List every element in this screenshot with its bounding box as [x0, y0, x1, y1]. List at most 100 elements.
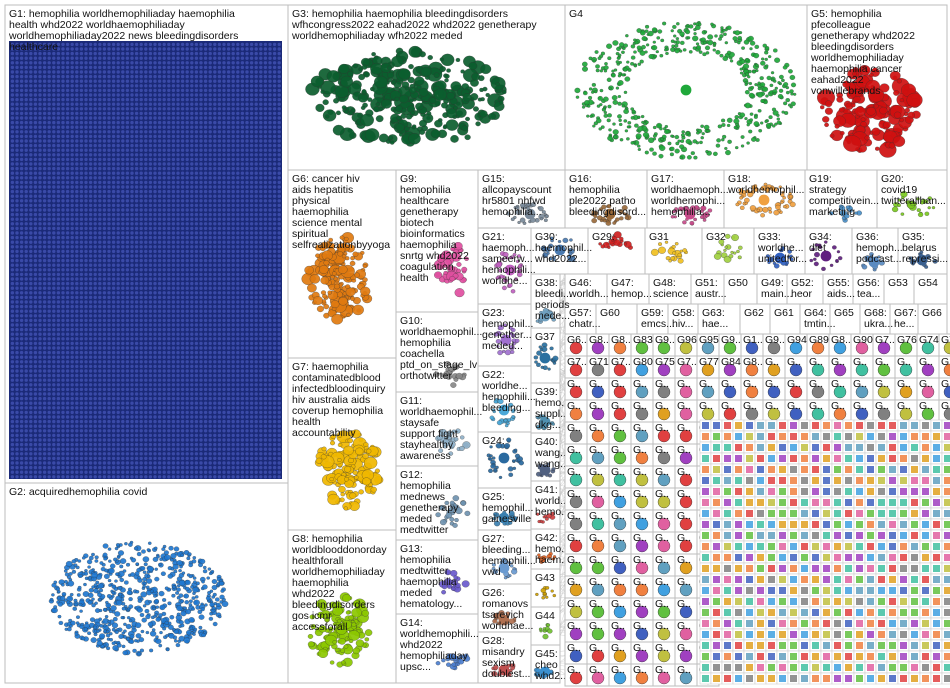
- node: [199, 350, 203, 355]
- node: [268, 61, 272, 65]
- node: [107, 217, 111, 221]
- node: [88, 304, 93, 309]
- node: [226, 42, 231, 47]
- node: [84, 208, 88, 212]
- node: [38, 272, 42, 277]
- node: [190, 74, 194, 79]
- node: [268, 272, 272, 277]
- node: [75, 74, 79, 79]
- node: [194, 42, 199, 47]
- node: [236, 130, 240, 134]
- node: [84, 143, 88, 148]
- node: [245, 286, 249, 290]
- node: [226, 208, 231, 212]
- node: [222, 93, 226, 97]
- node: [134, 323, 139, 327]
- node: [42, 70, 47, 74]
- node: [259, 180, 263, 185]
- cell-g46: [564, 273, 608, 305]
- node: [259, 61, 263, 65]
- node: [167, 171, 171, 175]
- node: [111, 332, 116, 336]
- node: [272, 314, 277, 318]
- node: [130, 263, 134, 267]
- node: [157, 139, 162, 143]
- node: [130, 56, 134, 60]
- node: [125, 97, 130, 102]
- node: [277, 56, 281, 60]
- node: [148, 51, 153, 56]
- node: [259, 185, 263, 189]
- node: [116, 153, 120, 157]
- node: [56, 226, 61, 231]
- node: [144, 226, 148, 231]
- node: [185, 263, 189, 267]
- node: [157, 166, 162, 171]
- node: [121, 208, 125, 212]
- node: [111, 268, 116, 272]
- node: [254, 346, 258, 350]
- node: [236, 281, 240, 286]
- node: [42, 157, 47, 162]
- node: [208, 102, 212, 106]
- node: [98, 153, 102, 157]
- node: [93, 84, 97, 88]
- node: [125, 157, 130, 162]
- node: [208, 93, 212, 97]
- node: [240, 176, 245, 180]
- node: [153, 355, 157, 359]
- node: [185, 217, 189, 221]
- node: [116, 148, 120, 152]
- node: [134, 51, 139, 56]
- node: [52, 84, 56, 88]
- node: [157, 120, 162, 125]
- node: [263, 143, 268, 148]
- node: [226, 203, 231, 208]
- node: [222, 139, 226, 143]
- node: [144, 134, 148, 139]
- node: [130, 157, 134, 162]
- node: [236, 185, 240, 189]
- node: [259, 263, 263, 267]
- node: [277, 212, 281, 217]
- node: [65, 281, 70, 286]
- node: [102, 61, 107, 65]
- node: [79, 97, 84, 102]
- node: [79, 84, 84, 88]
- node: [10, 364, 15, 369]
- node: [98, 93, 102, 97]
- node: [259, 194, 263, 198]
- node: [194, 208, 199, 212]
- node: [130, 134, 134, 139]
- node: [249, 111, 254, 116]
- node: [134, 107, 139, 111]
- node: [10, 286, 15, 290]
- node: [157, 203, 162, 208]
- node: [61, 139, 65, 143]
- node: [24, 102, 28, 106]
- node: [217, 337, 222, 341]
- node: [33, 93, 38, 97]
- node: [272, 327, 277, 332]
- node: [121, 125, 125, 129]
- node: [203, 240, 208, 244]
- node: [65, 217, 70, 221]
- node: [180, 51, 185, 56]
- node: [29, 120, 33, 125]
- node: [111, 208, 116, 212]
- node: [79, 111, 84, 116]
- node: [125, 249, 130, 254]
- node: [240, 125, 245, 129]
- node: [116, 42, 120, 47]
- node: [240, 56, 245, 60]
- node: [226, 355, 231, 359]
- node: [84, 70, 88, 74]
- node: [259, 111, 263, 116]
- node: [226, 240, 231, 244]
- node: [24, 249, 28, 254]
- node: [38, 304, 42, 309]
- node: [42, 176, 47, 180]
- node: [185, 171, 189, 175]
- node: [24, 337, 28, 341]
- node: [277, 231, 281, 235]
